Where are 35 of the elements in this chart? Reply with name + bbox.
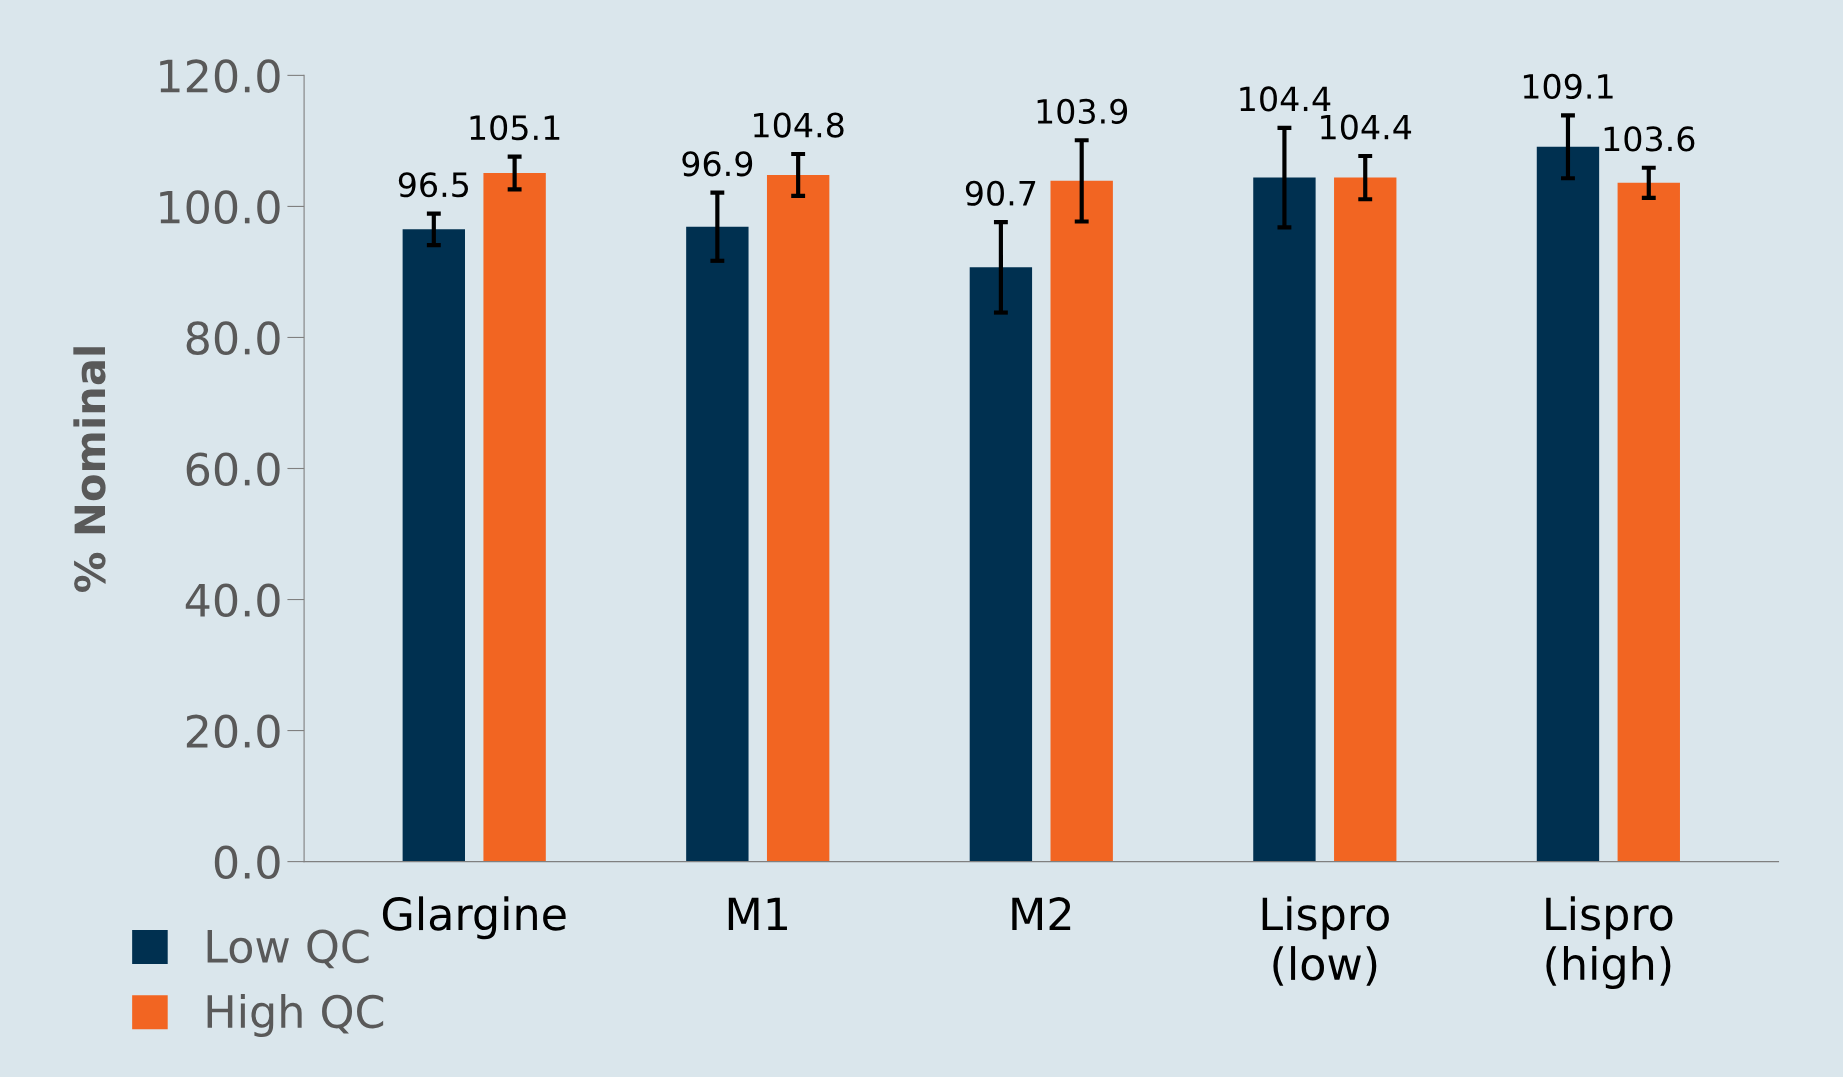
- bar: [766, 174, 830, 862]
- y-tick-label: 40.0: [185, 583, 280, 618]
- y-tick-label: 80.0: [186, 321, 280, 355]
- y-tick-label: 120.0: [160, 59, 280, 93]
- data-label: 103.9: [1037, 98, 1128, 124]
- x-tick-label: Lispro (low): [1262, 896, 1389, 986]
- y-tick-label: 100.0: [160, 190, 280, 224]
- data-label: 104.4: [1240, 86, 1331, 112]
- bar: [686, 226, 749, 862]
- x-tick-label: M1: [728, 897, 787, 931]
- y-tick-label: 20.0: [186, 714, 280, 749]
- bar: [402, 229, 465, 862]
- bar: [1334, 177, 1397, 862]
- data-label: 103.6: [1604, 126, 1695, 152]
- data-label: 104.4: [1321, 114, 1412, 140]
- bar: [1536, 146, 1600, 862]
- bar: [483, 173, 546, 862]
- y-tick-label: 0.0: [214, 845, 280, 880]
- data-label: 90.7: [965, 180, 1036, 206]
- data-label: 96.5: [398, 172, 469, 198]
- bar: [1617, 182, 1680, 862]
- data-label: 105.1: [470, 115, 560, 141]
- y-tick-label: 60.0: [186, 452, 280, 487]
- y-axis-title: % Nominal: [73, 347, 106, 592]
- legend-label: High QC: [207, 993, 384, 1037]
- bar: [969, 267, 1033, 862]
- bar: [1050, 180, 1113, 862]
- bar: [1253, 177, 1316, 862]
- x-tick-label: Lispro (high): [1546, 896, 1673, 990]
- x-tick-label: M2: [1012, 897, 1071, 931]
- data-label: 109.1: [1523, 73, 1613, 100]
- legend-label: Low QC: [207, 929, 369, 969]
- data-label: 104.8: [754, 112, 844, 138]
- data-label: 96.9: [682, 151, 753, 177]
- x-tick-label: Glargine: [382, 896, 566, 940]
